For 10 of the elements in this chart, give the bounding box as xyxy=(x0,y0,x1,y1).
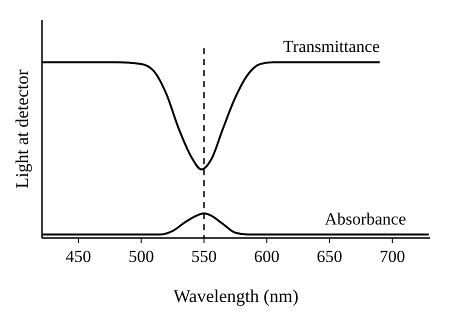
y-axis-title: Light at detector xyxy=(12,70,32,188)
x-tick-label: 550 xyxy=(191,247,217,266)
series-label: Transmittance xyxy=(283,37,380,56)
series-label: Absorbance xyxy=(324,209,406,228)
x-tick-label: 450 xyxy=(66,247,92,266)
x-tick-label: 600 xyxy=(254,247,280,266)
x-tick-label: 700 xyxy=(380,247,406,266)
x-tick-label: 650 xyxy=(316,247,342,266)
x-tick-label: 500 xyxy=(128,247,154,266)
x-axis-title: Wavelength (nm) xyxy=(173,286,299,306)
